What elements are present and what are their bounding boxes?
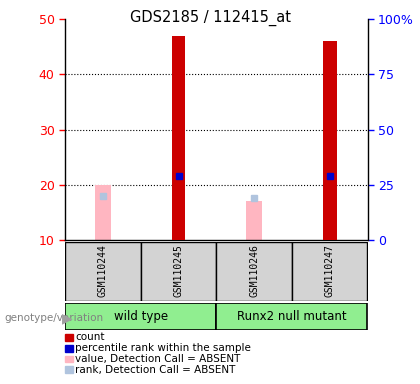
Text: genotype/variation: genotype/variation xyxy=(4,313,103,323)
Bar xyxy=(323,41,336,240)
Text: count: count xyxy=(75,332,105,342)
Text: Runx2 null mutant: Runx2 null mutant xyxy=(237,310,347,323)
FancyBboxPatch shape xyxy=(65,303,216,330)
Bar xyxy=(94,185,111,240)
FancyBboxPatch shape xyxy=(216,242,292,301)
Bar xyxy=(172,36,185,240)
Text: GSM110246: GSM110246 xyxy=(249,244,259,297)
Text: wild type: wild type xyxy=(114,310,168,323)
Text: value, Detection Call = ABSENT: value, Detection Call = ABSENT xyxy=(75,354,241,364)
Text: GSM110247: GSM110247 xyxy=(325,244,335,297)
Text: ▶: ▶ xyxy=(62,311,73,325)
Text: GSM110244: GSM110244 xyxy=(98,244,108,297)
FancyBboxPatch shape xyxy=(141,242,216,301)
FancyBboxPatch shape xyxy=(216,303,368,330)
Text: percentile rank within the sample: percentile rank within the sample xyxy=(75,343,251,353)
Text: GDS2185 / 112415_at: GDS2185 / 112415_at xyxy=(129,10,291,26)
Bar xyxy=(246,201,262,240)
Text: rank, Detection Call = ABSENT: rank, Detection Call = ABSENT xyxy=(75,364,236,374)
FancyBboxPatch shape xyxy=(292,242,368,301)
FancyBboxPatch shape xyxy=(65,242,141,301)
Text: GSM110245: GSM110245 xyxy=(173,244,184,297)
